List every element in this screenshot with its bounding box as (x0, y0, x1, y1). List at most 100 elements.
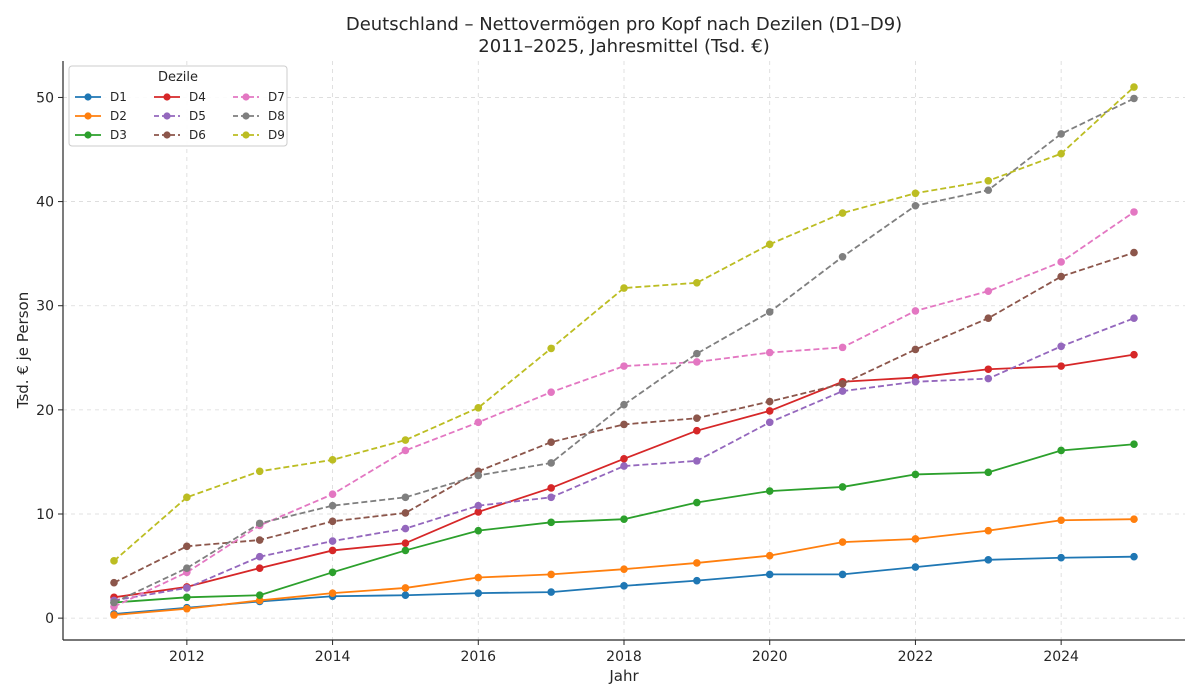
data-point (911, 307, 920, 315)
data-point (838, 570, 847, 579)
legend-swatch-marker (163, 93, 171, 101)
series-d9 (110, 83, 1138, 565)
chart-subtitle: 2011–2025, Jahresmittel (Tsd. €) (478, 36, 769, 57)
grid (63, 61, 1185, 640)
data-point (547, 570, 555, 579)
legend-box (68, 65, 288, 147)
data-point (1057, 342, 1065, 351)
data-point (620, 582, 628, 590)
data-point (765, 570, 774, 579)
data-point (693, 498, 701, 507)
data-point (693, 358, 701, 366)
legend-item-d9: D9 (233, 128, 285, 142)
data-point (328, 490, 337, 499)
data-point (110, 611, 118, 619)
legend-label: D5 (189, 109, 206, 123)
chart-title: Deutschland – Nettovermögen pro Kopf nac… (346, 14, 902, 35)
data-point (693, 559, 701, 567)
series-line-d9 (113, 86, 1135, 562)
data-point (1130, 94, 1138, 103)
data-point (1057, 258, 1065, 266)
data-point (110, 598, 118, 607)
data-point (401, 524, 410, 533)
series-d7 (110, 208, 1138, 611)
legend-swatch-marker (84, 93, 92, 101)
data-point (838, 343, 847, 352)
data-point (765, 240, 774, 249)
data-point (911, 201, 920, 210)
data-point (547, 344, 555, 353)
legend: Dezile D1 D2 D3 D4 D5 D6 D7 D8 D9 (68, 65, 288, 147)
data-point (401, 584, 410, 592)
data-point (255, 467, 264, 476)
data-point (838, 380, 847, 388)
legend-label: D6 (189, 128, 206, 142)
data-point (984, 374, 993, 383)
legend-swatch-marker (84, 131, 92, 139)
data-point (620, 284, 628, 292)
data-point (1130, 248, 1138, 257)
data-point (1057, 362, 1065, 370)
series-d5 (110, 314, 1138, 605)
x-tick-label: 2022 (898, 649, 934, 665)
data-point (693, 576, 701, 585)
data-point (474, 573, 483, 582)
data-point (401, 446, 410, 455)
data-point (620, 400, 628, 409)
axes: 2012 2014 2016 2018 2020 2022 2024 0 10 20 30 40 50 (36, 61, 1185, 665)
data-point (183, 493, 191, 502)
legend-label: D9 (268, 128, 285, 142)
x-tick-label: 2024 (1043, 649, 1079, 665)
y-tick-label: 30 (36, 299, 54, 315)
x-tick-label: 2018 (606, 649, 642, 665)
data-point (765, 348, 774, 357)
data-point (1130, 552, 1138, 561)
legend-item-d6: D6 (154, 128, 206, 142)
data-point (547, 484, 555, 492)
data-point (110, 578, 118, 587)
legend-label: D3 (110, 128, 127, 142)
data-point (693, 426, 701, 435)
legend-label: D8 (268, 109, 285, 123)
data-point (1130, 515, 1138, 524)
data-point (693, 279, 701, 287)
series-d2 (110, 515, 1138, 619)
series-line-d8 (113, 97, 1135, 604)
data-point (328, 537, 337, 545)
data-point (911, 377, 920, 386)
legend-swatch-marker (163, 112, 171, 120)
legend-swatch-marker (242, 93, 250, 101)
data-point (474, 589, 483, 597)
data-point (1057, 446, 1065, 455)
series-d3 (110, 440, 1138, 607)
legend-item-d2: D2 (75, 109, 127, 123)
data-point (401, 436, 410, 444)
data-point (911, 470, 920, 479)
data-point (620, 462, 628, 470)
data-point (255, 564, 264, 572)
y-axis-label: Tsd. € je Person (14, 292, 32, 409)
data-point (547, 518, 555, 527)
data-point (328, 456, 337, 464)
legend-item-d3: D3 (75, 128, 127, 142)
data-point (984, 314, 993, 323)
data-point (255, 536, 264, 544)
legend-title: Dezile (158, 70, 198, 85)
data-point (474, 403, 483, 412)
data-point (1130, 350, 1138, 359)
data-point (838, 538, 847, 546)
x-tick-label: 2012 (169, 649, 205, 665)
data-point (183, 564, 191, 572)
data-point (547, 459, 555, 467)
data-point (401, 493, 410, 502)
data-point (401, 509, 410, 517)
data-point (1130, 440, 1138, 449)
data-point (1057, 149, 1065, 158)
data-point (765, 397, 774, 406)
data-point (984, 556, 993, 564)
legend-swatch-marker (163, 131, 171, 139)
x-tick-label: 2016 (460, 649, 496, 665)
series-line-d7 (113, 211, 1135, 608)
legend-label: D4 (189, 90, 206, 104)
